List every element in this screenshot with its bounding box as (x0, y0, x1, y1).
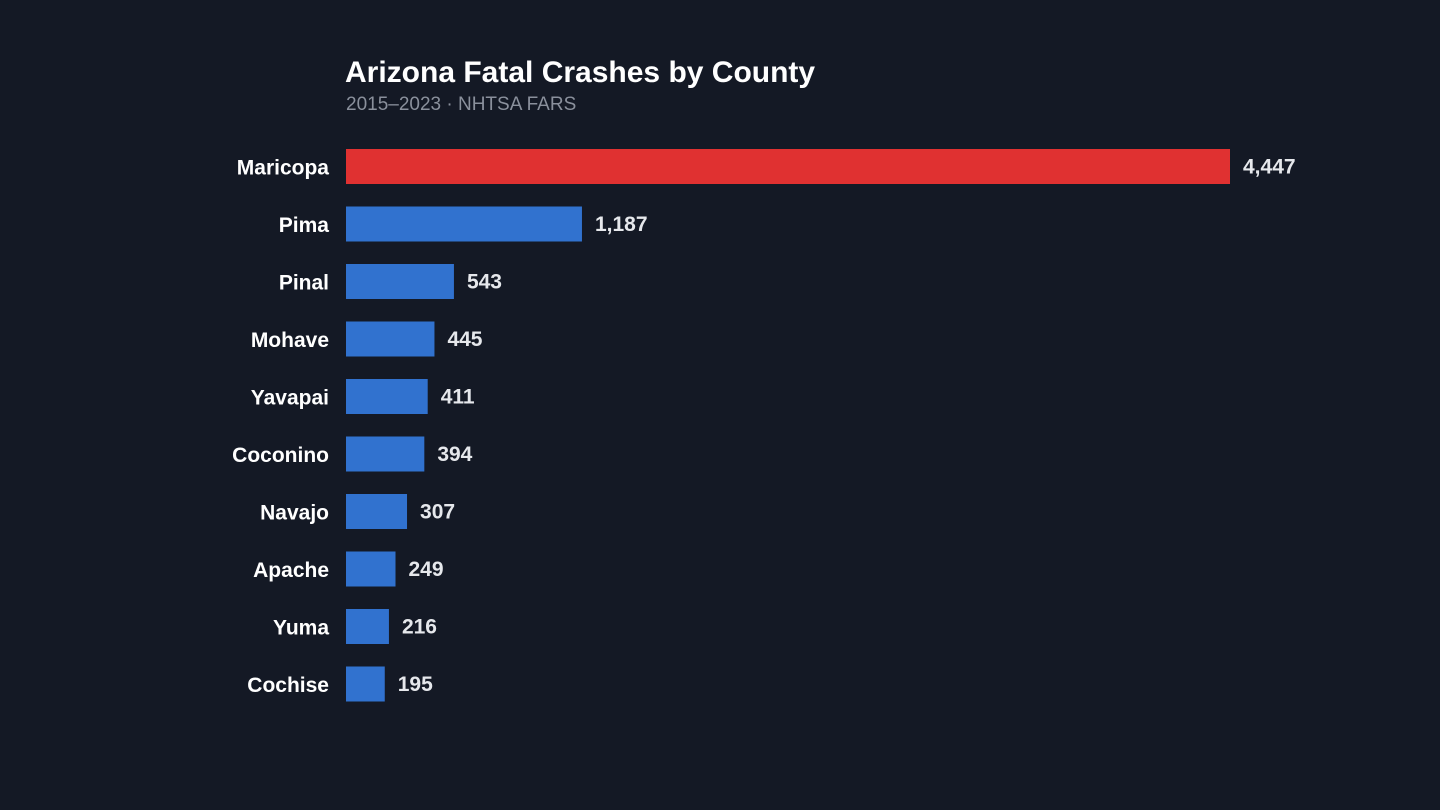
bar-coconino (346, 436, 425, 472)
category-label-coconino: Coconino (232, 444, 329, 467)
value-label-pima: 1,187 (595, 213, 648, 236)
category-label-apache: Apache (253, 559, 329, 582)
bar-yuma (346, 609, 389, 644)
category-label-cochise: Cochise (247, 674, 329, 697)
bar-maricopa (346, 149, 1230, 184)
value-label-yuma: 216 (402, 616, 437, 639)
value-label-pinal: 543 (467, 271, 502, 294)
category-label-pima: Pima (279, 214, 330, 237)
value-label-mohave: 445 (447, 328, 482, 351)
chart-subtitle: 2015–2023 · NHTSA FARS (346, 94, 577, 115)
value-label-navajo: 307 (420, 501, 455, 524)
bar-navajo (346, 494, 408, 529)
category-label-maricopa: Maricopa (237, 157, 330, 180)
category-label-yuma: Yuma (273, 617, 329, 640)
value-label-coconino: 394 (437, 443, 472, 466)
category-label-navajo: Navajo (260, 502, 329, 525)
bar-yavapai (346, 379, 428, 414)
bar-apache (346, 551, 396, 587)
value-label-maricopa: 4,447 (1243, 156, 1296, 179)
chart-title: Arizona Fatal Crashes by County (345, 56, 816, 89)
value-label-cochise: 195 (398, 673, 433, 696)
bar-pinal (346, 264, 454, 299)
category-label-yavapai: Yavapai (251, 387, 329, 410)
value-label-apache: 249 (408, 558, 443, 581)
bar-mohave (346, 321, 435, 357)
value-label-yavapai: 411 (441, 386, 475, 409)
category-label-mohave: Mohave (251, 329, 329, 352)
bar-pima (346, 206, 582, 242)
category-label-pinal: Pinal (279, 272, 329, 295)
bar-cochise (346, 666, 385, 702)
